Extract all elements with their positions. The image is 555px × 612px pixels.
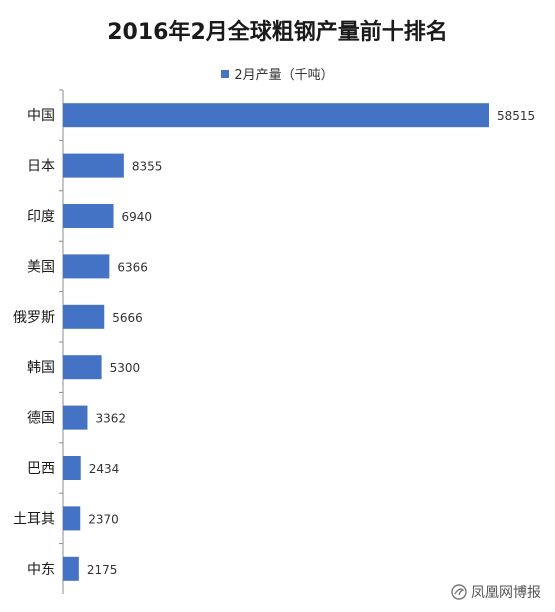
bar	[63, 304, 105, 329]
bar	[63, 254, 110, 279]
watermark-text: 凤凰网博报	[471, 585, 541, 601]
category-label: 日本	[27, 159, 55, 175]
bar	[63, 405, 88, 430]
category-label: 印度	[27, 209, 55, 225]
bar	[63, 456, 81, 480]
bar	[63, 204, 114, 228]
category-label: 土耳其	[13, 511, 55, 527]
category-label: 美国	[27, 259, 55, 275]
data-label: 6940	[122, 210, 153, 224]
data-label: 2175	[87, 563, 118, 577]
data-label: 5300	[110, 361, 141, 375]
bar	[63, 153, 124, 178]
category-label: 巴西	[27, 461, 55, 477]
data-label: 6366	[117, 260, 148, 274]
legend: 2月产量（千吨）	[0, 64, 555, 83]
chart-title: 2016年2月全球粗钢产量前十排名	[107, 20, 448, 45]
legend-swatch	[221, 69, 230, 78]
category-label: 俄罗斯	[13, 310, 55, 326]
category-label: 德国	[27, 411, 55, 427]
data-label: 58515	[497, 109, 535, 123]
data-label: 5666	[112, 311, 143, 325]
bar	[63, 556, 79, 581]
bar	[63, 506, 81, 531]
watermark: 凤凰网博报	[451, 582, 541, 602]
data-label: 2434	[89, 462, 120, 476]
category-label: 韩国	[27, 360, 55, 376]
category-label: 中东	[27, 562, 55, 578]
category-label: 中国	[27, 108, 55, 124]
phoenix-logo-icon	[451, 584, 467, 600]
data-label: 3362	[95, 412, 126, 426]
bar	[63, 103, 489, 128]
legend-label: 2月产量（千吨）	[234, 68, 334, 83]
data-label: 2370	[88, 512, 119, 526]
data-label: 8355	[132, 160, 163, 174]
bar	[63, 355, 102, 380]
